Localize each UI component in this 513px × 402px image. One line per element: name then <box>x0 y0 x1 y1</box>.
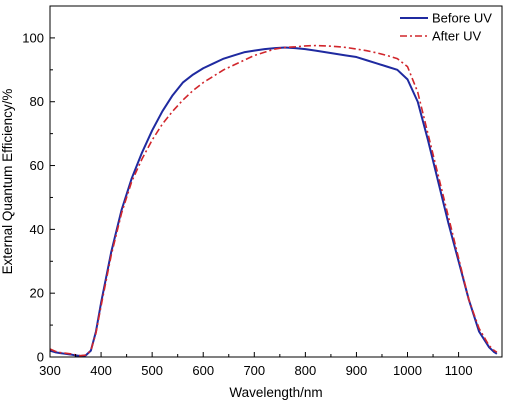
x-axis-label: Wavelength/nm <box>229 385 322 400</box>
y-tick-label: 80 <box>30 94 44 109</box>
x-tick-label: 300 <box>39 363 61 378</box>
y-tick-label: 60 <box>30 158 44 173</box>
legend-label-after-uv: After UV <box>432 29 481 44</box>
x-tick-label: 1100 <box>445 363 473 378</box>
y-tick-label: 0 <box>37 350 44 365</box>
series-line-after-uv <box>49 44 498 357</box>
x-tick-label: 500 <box>141 363 163 378</box>
x-tick-label: 600 <box>192 363 214 378</box>
x-tick-label: 400 <box>90 363 112 378</box>
x-tick-label: 700 <box>243 363 265 378</box>
y-axis-label: External Quantum Efficiency/% <box>0 89 15 275</box>
legend-label-before-uv: Before UV <box>432 11 492 26</box>
y-tick-label: 40 <box>30 222 44 237</box>
x-tick-label: 900 <box>346 363 368 378</box>
x-tick-label: 1000 <box>393 363 422 378</box>
series-layer <box>49 44 498 358</box>
legend: Before UV After UV <box>400 11 492 44</box>
y-tick-label: 20 <box>30 286 44 301</box>
plot-frame <box>49 5 503 358</box>
x-tick-label: 800 <box>295 363 317 378</box>
tick-layer: 300 400 500 600 700 800 900 1000 1100 0 20 40 60 80 10… <box>22 30 472 378</box>
y-tick-label: 100 <box>22 30 44 45</box>
